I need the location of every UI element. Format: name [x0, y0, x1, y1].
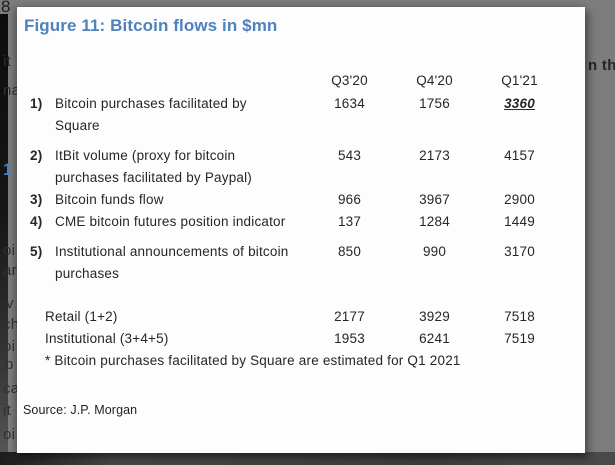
- row-value: 543: [337, 148, 362, 163]
- table-row: 4) CME bitcoin futures position indicato…: [30, 211, 575, 233]
- row-value: 2900: [504, 192, 535, 207]
- row-label: ItBit volume (proxy for bitcoin purchase…: [55, 148, 253, 185]
- column-header-q4-20: Q4'20: [416, 73, 453, 88]
- background-text-fragment: n th: [588, 57, 615, 74]
- background-text-fragment: oi: [3, 242, 16, 259]
- summary-value: 3929: [419, 309, 450, 324]
- column-header-q3-20: Q3'20: [331, 73, 368, 88]
- row-number: 4): [30, 214, 43, 229]
- background-text-fragment: ca: [3, 380, 20, 397]
- row-value: 1634: [334, 96, 365, 111]
- row-value: 3170: [504, 244, 535, 259]
- summary-value: 7519: [504, 331, 535, 346]
- row-value: 990: [422, 244, 447, 259]
- row-value: 137: [337, 214, 362, 229]
- background-text-fragment: oi: [3, 426, 16, 443]
- figure-footnote: * Bitcoin purchases facilitated by Squar…: [45, 353, 461, 368]
- background-text-fragment: na: [3, 82, 21, 99]
- table-row: 3) Bitcoin funds flow 966 3967 2900: [30, 189, 575, 211]
- row-number: 3): [30, 192, 43, 207]
- viewer-bottom-strip: [0, 452, 615, 465]
- figure-source: Source: J.P. Morgan: [23, 403, 138, 417]
- row-value: 1284: [419, 214, 450, 229]
- row-value: 2173: [419, 148, 450, 163]
- row-label: CME bitcoin futures position indicator: [55, 214, 286, 229]
- page-edge-dark-bar: [0, 14, 8, 465]
- summary-value: 7518: [504, 309, 535, 324]
- summary-value: 2177: [334, 309, 365, 324]
- background-text-fragment: it: [3, 53, 12, 70]
- row-value: 1756: [419, 96, 450, 111]
- background-text-fragment: oi: [3, 338, 16, 355]
- table-row: 2) ItBit volume (proxy for bitcoin purch…: [30, 145, 575, 189]
- row-value: 4157: [504, 148, 535, 163]
- row-value: 3967: [419, 192, 450, 207]
- background-page-number: 8: [1, 0, 11, 16]
- row-number: 2): [30, 148, 43, 163]
- summary-value: 1953: [334, 331, 365, 346]
- background-text-fragment: it: [3, 402, 12, 419]
- figure-title: Figure 11: Bitcoin flows in $mn: [24, 16, 278, 35]
- row-label: Bitcoin funds flow: [55, 192, 164, 207]
- summary-label: Retail (1+2): [45, 309, 118, 324]
- summary-label: Institutional (3+4+5): [45, 331, 169, 346]
- table-row: 5) Institutional announcements of bitcoi…: [30, 241, 575, 285]
- summary-row-retail: Retail (1+2) 2177 3929 7518: [30, 306, 575, 328]
- row-value-estimated: 3360: [504, 96, 535, 111]
- row-label: Bitcoin purchases facilitated by Square: [55, 96, 247, 133]
- background-text-fragment: 1: [3, 160, 13, 179]
- table-row: 1) Bitcoin purchases facilitated by Squa…: [30, 93, 575, 137]
- summary-row-institutional: Institutional (3+4+5) 1953 6241 7519: [30, 328, 575, 350]
- figure-card: Figure 11: Bitcoin flows in $mn Q3'20 Q4…: [17, 7, 585, 453]
- row-value: 966: [337, 192, 362, 207]
- row-label: Institutional announcements of bitcoin p…: [55, 244, 289, 281]
- row-number: 5): [30, 244, 43, 259]
- figure-table: Q3'20 Q4'20 Q1'21 1) Bitcoin purchases f…: [17, 70, 575, 372]
- row-number: 1): [30, 96, 43, 111]
- background-text-fragment: ar: [3, 262, 17, 279]
- column-header-q1-21: Q1'21: [501, 73, 538, 88]
- background-text-fragment: ch: [3, 316, 20, 333]
- background-text-fragment: v: [6, 295, 14, 312]
- background-text-fragment: b: [5, 356, 14, 373]
- row-value: 850: [337, 244, 362, 259]
- row-value: 1449: [504, 214, 535, 229]
- table-header-row: Q3'20 Q4'20 Q1'21: [30, 70, 575, 92]
- summary-value: 6241: [419, 331, 450, 346]
